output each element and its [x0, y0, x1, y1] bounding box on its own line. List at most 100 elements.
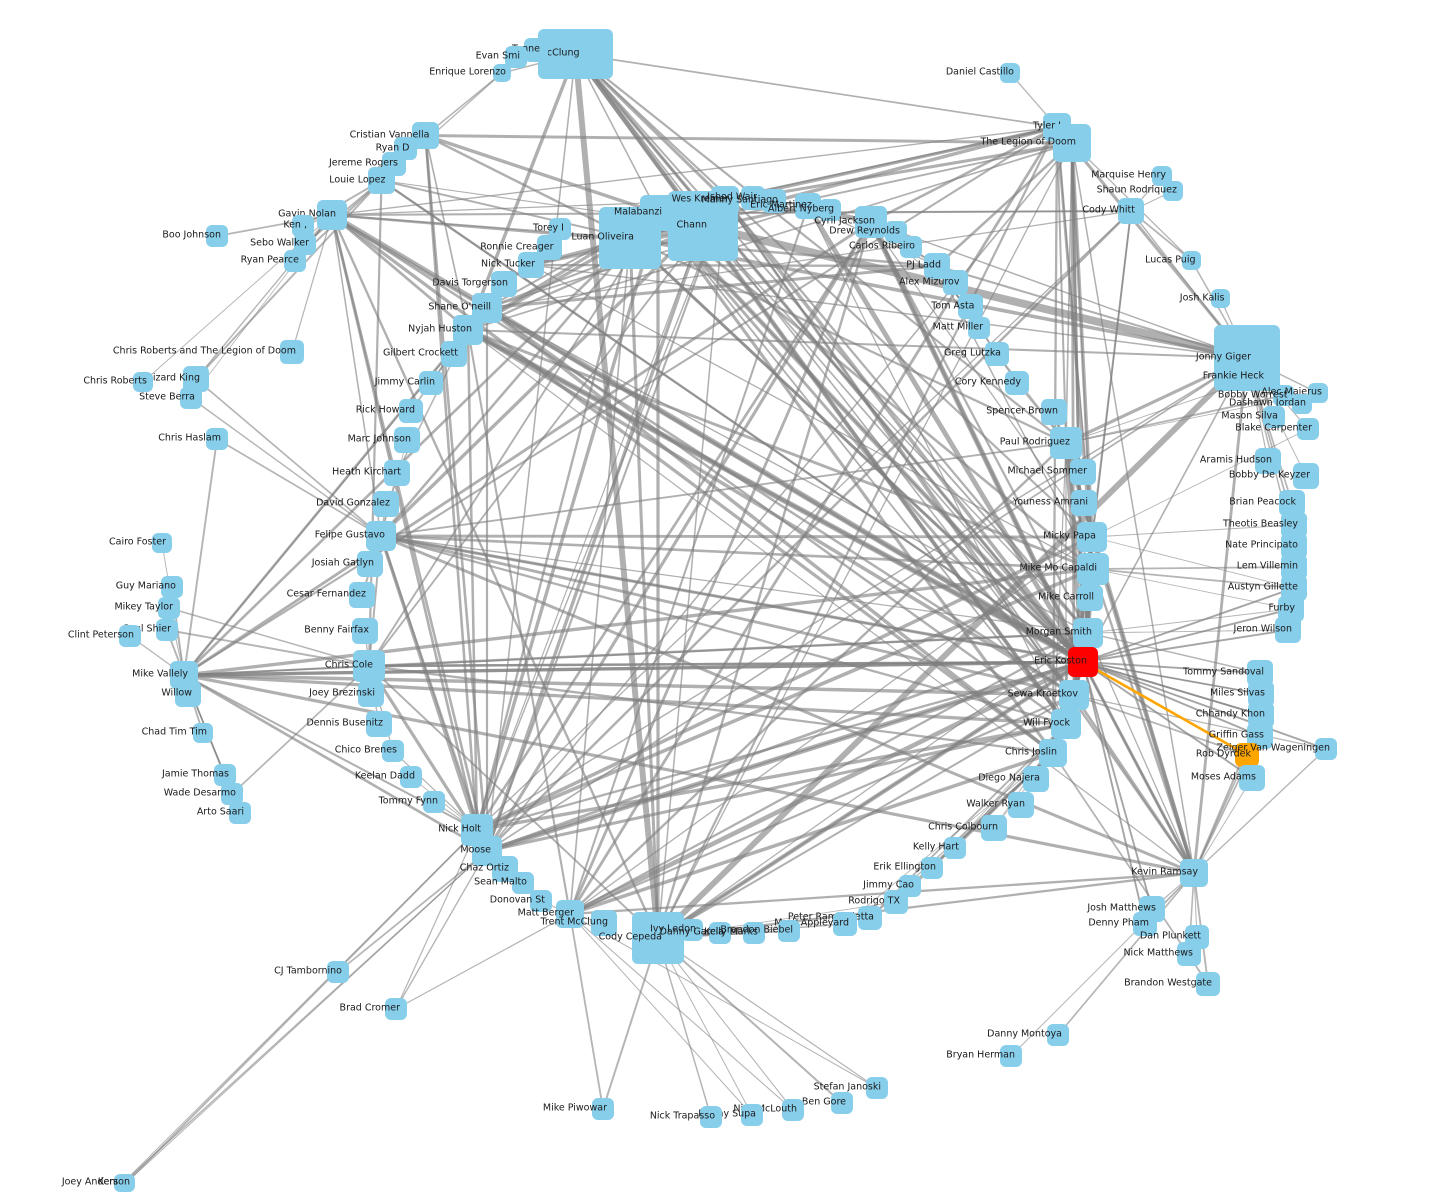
graph-node[interactable]: [782, 1099, 804, 1121]
graph-node[interactable]: [884, 890, 908, 914]
graph-node[interactable]: [1211, 289, 1230, 308]
graph-node[interactable]: [1039, 739, 1067, 767]
graph-node[interactable]: [968, 317, 990, 339]
graph-node[interactable]: [385, 998, 407, 1020]
graph-node[interactable]: [1071, 490, 1097, 516]
graph-node[interactable]: [833, 912, 857, 936]
graph-node[interactable]: [368, 167, 395, 194]
graph-node[interactable]: [1293, 463, 1319, 489]
graph-node[interactable]: [1315, 738, 1337, 760]
graph-node[interactable]: [1279, 490, 1305, 516]
graph-node[interactable]: [549, 218, 571, 240]
graph-node[interactable]: [591, 910, 617, 936]
graph-node[interactable]: [349, 582, 375, 608]
graph-node[interactable]: [1180, 859, 1208, 887]
graph-node[interactable]: [206, 225, 228, 247]
graph-node[interactable]: [1308, 383, 1328, 403]
graph-node[interactable]: [1177, 942, 1201, 966]
graph-node[interactable]: [1070, 459, 1096, 485]
graph-node[interactable]: [1053, 124, 1091, 162]
graph-node[interactable]: [762, 189, 786, 213]
graph-node[interactable]: [423, 791, 445, 813]
graph-node[interactable]: [1275, 617, 1301, 643]
graph-node[interactable]: [384, 460, 410, 486]
graph-node[interactable]: [294, 233, 316, 255]
graph-node[interactable]: [1050, 427, 1082, 459]
graph-node[interactable]: [353, 650, 385, 682]
graph-node[interactable]: [866, 1077, 888, 1099]
graph-node[interactable]: [741, 1104, 763, 1126]
graph-node[interactable]: [512, 872, 534, 894]
graph-node[interactable]: [1051, 709, 1081, 739]
graph-node[interactable]: [1005, 371, 1029, 395]
graph-node[interactable]: [352, 618, 378, 644]
graph-node[interactable]: [1118, 198, 1144, 224]
graph-node[interactable]: [900, 236, 922, 258]
graph-node[interactable]: [327, 961, 349, 983]
graph-node[interactable]: [1023, 766, 1049, 792]
graph-node[interactable]: [681, 919, 703, 941]
graph-node[interactable]: [944, 837, 966, 859]
graph-node[interactable]: [518, 252, 544, 278]
graph-node[interactable]: [985, 342, 1009, 366]
graph-node[interactable]: [284, 250, 306, 272]
graph-node[interactable]: [1182, 251, 1201, 270]
graph-node[interactable]: [229, 802, 251, 824]
graph-node[interactable]: [709, 922, 731, 944]
graph-node[interactable]: [831, 1092, 853, 1114]
graph-node[interactable]: [538, 29, 613, 79]
graph-node[interactable]: [741, 186, 765, 210]
graph-node[interactable]: [366, 711, 392, 737]
graph-node[interactable]: [117, 1174, 135, 1192]
graph-node[interactable]: [280, 340, 304, 364]
graph-node[interactable]: [1008, 792, 1034, 818]
graph-node[interactable]: [1196, 972, 1220, 996]
graph-node[interactable]: [556, 900, 584, 928]
graph-node[interactable]: [161, 576, 183, 598]
graph-node[interactable]: [491, 271, 517, 297]
graph-node[interactable]: [1000, 63, 1020, 83]
graph-node[interactable]: [1249, 366, 1271, 388]
graph-node[interactable]: [1073, 618, 1103, 648]
graph-node[interactable]: [1292, 394, 1312, 414]
graph-node[interactable]: [1263, 406, 1285, 428]
graph-node[interactable]: [1239, 765, 1265, 791]
graph-node[interactable]: [1255, 448, 1281, 474]
graph-node[interactable]: [373, 491, 399, 517]
graph-node[interactable]: [214, 764, 236, 786]
graph-node[interactable]: [419, 371, 443, 395]
graph-node[interactable]: [399, 399, 423, 423]
graph-node[interactable]: [152, 533, 172, 553]
graph-node[interactable]: [1041, 399, 1067, 425]
graph-node[interactable]: [943, 270, 968, 295]
graph-node[interactable]: [175, 681, 201, 707]
graph-node[interactable]: [206, 428, 228, 450]
graph-node[interactable]: [119, 625, 141, 647]
graph-node[interactable]: [400, 766, 422, 788]
graph-node[interactable]: [1133, 912, 1157, 936]
graph-node[interactable]: [1273, 385, 1294, 406]
graph-node[interactable]: [366, 521, 396, 551]
graph-node[interactable]: [778, 920, 800, 942]
graph-node[interactable]: [1000, 1045, 1022, 1067]
graph-node[interactable]: [156, 619, 178, 641]
graph-node[interactable]: [1077, 585, 1103, 611]
graph-node[interactable]: [819, 199, 841, 221]
graph-node[interactable]: [1059, 680, 1089, 710]
graph-node[interactable]: [358, 681, 384, 707]
graph-node[interactable]: [441, 341, 467, 367]
graph-node[interactable]: [1077, 553, 1109, 585]
graph-node[interactable]: [981, 815, 1007, 841]
graph-node[interactable]: [1235, 743, 1259, 767]
graph-node[interactable]: [1068, 647, 1098, 677]
graph-node[interactable]: [317, 200, 347, 230]
graph-node[interactable]: [382, 740, 404, 762]
graph-node[interactable]: [453, 315, 483, 345]
graph-node[interactable]: [524, 38, 548, 62]
graph-node[interactable]: [640, 195, 676, 231]
graph-node[interactable]: [133, 372, 153, 392]
graph-node[interactable]: [858, 906, 882, 930]
graph-node[interactable]: [180, 387, 202, 409]
graph-node[interactable]: [1077, 522, 1107, 552]
